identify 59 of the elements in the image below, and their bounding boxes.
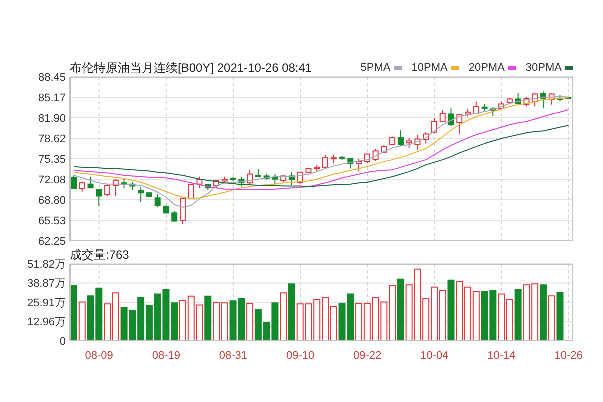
y-tick-label: 72.08 — [38, 174, 66, 186]
bar — [397, 278, 404, 341]
bar — [280, 292, 288, 341]
candlestick — [138, 186, 144, 204]
y-tick-label: 0 — [60, 336, 66, 348]
y-tick-label: 85.17 — [38, 92, 66, 104]
candlestick — [196, 176, 203, 189]
candlestick — [79, 181, 86, 192]
bar — [288, 284, 296, 341]
x-tick-label: 10-26 — [554, 350, 583, 362]
y-tick-label: 75.35 — [38, 154, 66, 166]
bar — [514, 288, 522, 341]
y-tick-label: 25.91万 — [27, 297, 66, 310]
x-tick-label: 08-09 — [85, 350, 114, 362]
legend-label: 5PMA — [360, 62, 391, 74]
y-tick-label: 62.25 — [38, 236, 66, 248]
y-tick-label: 68.80 — [38, 194, 66, 207]
y-tick-label: 38.87万 — [27, 278, 66, 290]
bar — [78, 302, 86, 341]
y-tick-label: 78.62 — [38, 133, 66, 146]
x-tick-label: 09-22 — [354, 350, 382, 362]
legend-label: 20PMA — [468, 62, 505, 74]
candlestick — [431, 118, 438, 134]
candlestick — [96, 189, 102, 207]
y-tick-label: 88.45 — [38, 72, 66, 84]
legend-label: 10PMA — [412, 62, 448, 74]
bar — [548, 296, 556, 341]
candlestick — [272, 174, 278, 185]
y-tick-label: 51.82万 — [27, 258, 66, 271]
x-tick-label: 08-31 — [219, 350, 248, 362]
line-series — [74, 125, 570, 188]
candlestick — [448, 108, 454, 127]
candlestick — [398, 130, 404, 147]
x-tick-label: 10-14 — [488, 350, 516, 362]
bar — [204, 296, 212, 341]
bar — [246, 303, 254, 341]
chart-title: 布伦特原油当月连续[B00Y] 2021-10-26 08:41 — [70, 60, 312, 77]
candlestick — [188, 184, 194, 200]
candlestick — [473, 101, 480, 115]
bar — [540, 284, 547, 341]
y-tick-label: 12.96万 — [27, 316, 66, 329]
x-tick-label: 10-04 — [420, 350, 449, 362]
candlestick — [71, 175, 77, 190]
line-series — [74, 109, 570, 190]
candlestick — [88, 176, 94, 189]
y-tick-label: 81.90 — [38, 112, 66, 125]
candlestick — [440, 110, 446, 123]
candlestick — [406, 138, 412, 149]
y-tick-label: 65.53 — [38, 215, 66, 228]
candlestick — [154, 194, 161, 208]
candlestick — [172, 210, 178, 222]
x-tick-label: 09-10 — [286, 350, 315, 362]
x-tick-label: 08-19 — [152, 350, 180, 362]
chart-title: 成交量:763 — [70, 247, 130, 264]
candlestick — [322, 155, 328, 170]
legend-label: 30PMA — [526, 62, 562, 74]
bar — [448, 280, 455, 341]
bar — [556, 292, 564, 341]
bar — [70, 286, 78, 341]
